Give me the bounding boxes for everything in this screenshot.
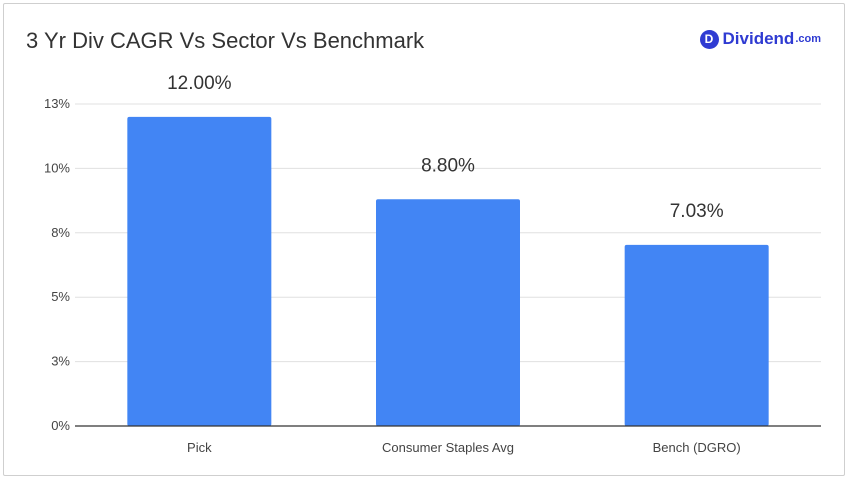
bar-value-label: 12.00%	[167, 73, 232, 94]
chart-title: 3 Yr Div CAGR Vs Sector Vs Benchmark	[26, 28, 425, 53]
y-tick-label: 0%	[51, 418, 70, 433]
bar[interactable]	[127, 116, 272, 426]
y-tick-label: 10%	[44, 160, 70, 175]
y-tick-label: 5%	[51, 289, 70, 304]
x-category-label: Bench (DGRO)	[653, 440, 741, 455]
y-axis-ticks: 0% 3% 5% 8% 10% 13%	[44, 96, 70, 433]
bar-value-label: 8.80%	[421, 155, 475, 176]
y-tick-label: 3%	[51, 354, 70, 369]
bar-value-label: 7.03%	[670, 201, 724, 222]
x-category-label: Consumer Staples Avg	[382, 440, 514, 455]
x-axis-categories: Pick Consumer Staples Avg Bench (DGRO)	[187, 440, 741, 455]
bar[interactable]	[376, 199, 520, 426]
logo-d-icon: D	[699, 29, 719, 49]
data-labels: 12.00% 8.80% 7.03%	[167, 73, 724, 222]
y-tick-label: 8%	[51, 225, 70, 240]
logo-suffix: .com	[795, 33, 821, 45]
bar[interactable]	[624, 244, 769, 426]
y-tick-label: 13%	[44, 96, 70, 111]
dividend-logo[interactable]: D Dividend .com	[699, 29, 821, 49]
x-category-label: Pick	[187, 440, 212, 455]
bars	[127, 116, 769, 426]
logo-wordmark: Dividend	[722, 29, 795, 48]
